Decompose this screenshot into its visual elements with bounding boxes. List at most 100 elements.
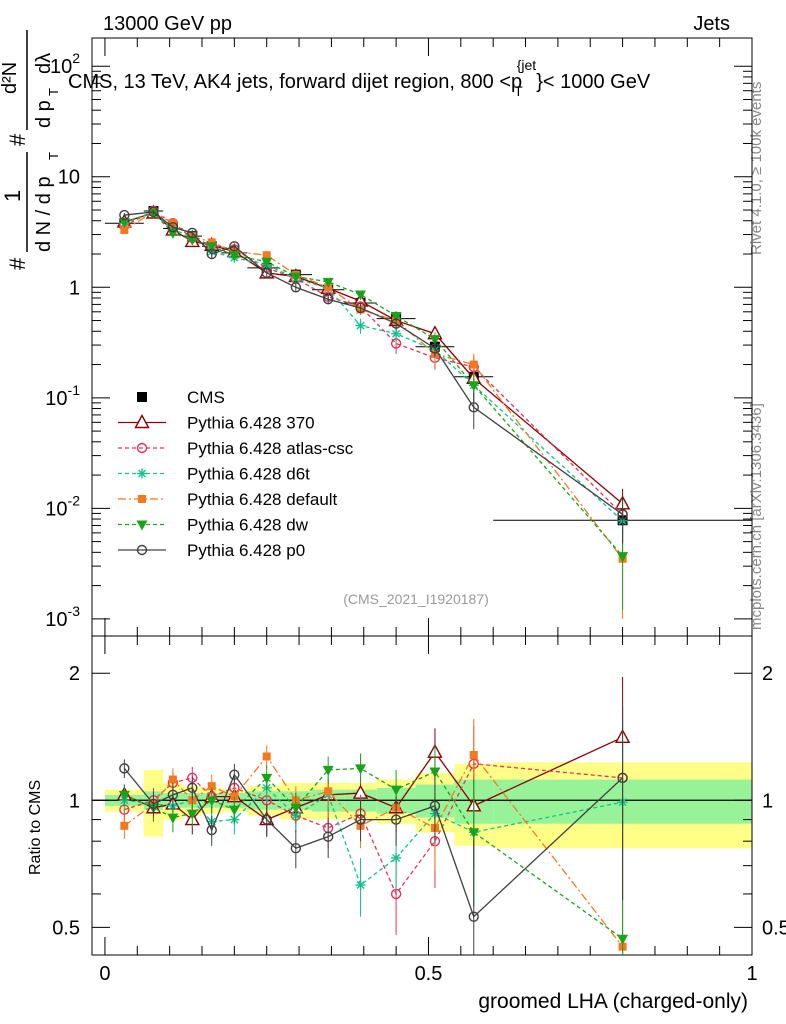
ratio-point xyxy=(168,775,177,784)
y-hash-2: # xyxy=(5,133,30,146)
data-point xyxy=(322,277,334,288)
ratio-point xyxy=(228,805,240,816)
ratio-line xyxy=(123,753,624,948)
rivet-label: Rivet 4.1.0, ≥ 100k events xyxy=(748,82,765,255)
x-tick-label: 0.5 xyxy=(415,963,443,985)
data-point xyxy=(261,257,273,268)
data-point xyxy=(391,328,402,339)
ratio-point xyxy=(206,796,218,807)
y-frac-den-sub: T xyxy=(46,152,61,160)
ratio-point xyxy=(429,767,441,778)
ratio-point xyxy=(148,798,159,810)
ratio-y-tick-label-right: 0.5 xyxy=(762,917,786,939)
ratio-point xyxy=(262,752,271,761)
ratio-point xyxy=(390,785,402,796)
ratio-point xyxy=(355,764,367,775)
data-point xyxy=(118,217,130,228)
ratio-point xyxy=(187,782,198,794)
ratio-point xyxy=(429,800,441,812)
ratio-y-tick-label-right: 2 xyxy=(762,663,773,685)
ratio-point xyxy=(290,803,302,814)
y-tick-label: 10-1 xyxy=(45,382,80,410)
ratio-y-label: Ratio to CMS xyxy=(27,780,44,875)
y-tick-label: 1 xyxy=(69,277,80,299)
data-point xyxy=(322,294,334,305)
data-point xyxy=(167,221,179,233)
y2-den-sub: T xyxy=(46,88,61,96)
data-point xyxy=(119,209,130,221)
legend-marker xyxy=(136,442,148,454)
y2-num: d²N xyxy=(0,62,21,94)
chart-title-p: p xyxy=(511,71,522,93)
series-cms xyxy=(104,205,752,535)
y-frac-num: 1 xyxy=(0,190,25,202)
legend-item: Pythia 6.428 atlas-csc xyxy=(118,439,354,458)
data-point xyxy=(290,282,302,293)
ratio-point xyxy=(120,821,129,830)
header-left: 13000 GeV pp xyxy=(103,13,232,35)
data-point xyxy=(148,206,159,218)
ratio-point xyxy=(468,828,480,839)
x-axis-label: groomed LHA (charged-only) xyxy=(478,990,748,1013)
y2-den: d p xyxy=(33,100,55,128)
legend-marker xyxy=(137,392,147,402)
data-point xyxy=(469,360,478,369)
ratio-point xyxy=(290,842,302,854)
mcplots-label: mcplots.cern.ch [arXiv:1306.3436] xyxy=(748,403,765,630)
ratio-point xyxy=(229,769,240,780)
data-point xyxy=(468,402,479,413)
legend-label: Pythia 6.428 d6t xyxy=(187,465,310,484)
watermark: (CMS_2021_I1920187) xyxy=(343,591,489,607)
star-arm xyxy=(392,853,401,863)
series-line xyxy=(124,211,623,516)
ratio-frame xyxy=(91,635,753,956)
data-point xyxy=(617,552,629,563)
ratio-y-tick-label: 1 xyxy=(69,790,80,812)
y-tick-label: 10-2 xyxy=(45,492,80,520)
data-point xyxy=(290,272,302,283)
ratio-point xyxy=(322,765,334,776)
ratio-point xyxy=(355,879,366,890)
ratio-point xyxy=(390,814,402,825)
legend-marker xyxy=(136,544,148,556)
series-line xyxy=(124,212,624,557)
ratio-y-tick-label: 2 xyxy=(69,663,80,685)
data-point xyxy=(617,509,628,520)
data-point xyxy=(262,251,271,260)
star-arm xyxy=(356,321,365,330)
legend-marker xyxy=(134,414,150,429)
ratio-line xyxy=(124,786,623,887)
ratio-point xyxy=(469,751,478,760)
y-tick-label: 10 xyxy=(58,167,80,189)
legend-label: Pythia 6.428 default xyxy=(187,490,338,509)
chart-title-end: }< 1000 GeV xyxy=(536,71,651,93)
data-point xyxy=(261,267,272,279)
legend-label: Pythia 6.428 370 xyxy=(187,414,315,433)
x-tick-label: 0 xyxy=(99,963,110,985)
legend-item: Pythia 6.428 370 xyxy=(118,414,315,433)
ratio-series-pythia-6-428-p0 xyxy=(119,705,628,955)
x-tick-label: 1 xyxy=(746,963,757,985)
ratio-point xyxy=(206,824,217,836)
ratio-point xyxy=(119,763,130,774)
data-point xyxy=(355,290,367,301)
legend-label: CMS xyxy=(187,388,225,407)
data-point xyxy=(355,302,366,314)
legend-marker xyxy=(136,520,148,531)
data-point xyxy=(229,241,240,252)
ratio-point xyxy=(261,773,273,784)
data-point xyxy=(186,235,198,246)
y-tick-label: 10-3 xyxy=(45,603,80,631)
chart-title: CMS, 13 TeV, AK4 jets, forward dijet reg… xyxy=(68,57,651,99)
ratio-point xyxy=(468,911,479,922)
data-point xyxy=(390,318,402,329)
main-y-label: # 1 d N / d p T # d²N d p T dλ xyxy=(0,30,61,270)
legend-item: Pythia 6.428 d6t xyxy=(118,465,310,484)
y-frac-den: d N / d p xyxy=(33,176,55,252)
data-point xyxy=(429,343,441,354)
chart-title-sub: T xyxy=(514,83,523,99)
series-pythia-6-428-p0 xyxy=(119,206,628,544)
chart-title-sup: {jet xyxy=(517,57,537,73)
star-arm xyxy=(392,329,401,338)
